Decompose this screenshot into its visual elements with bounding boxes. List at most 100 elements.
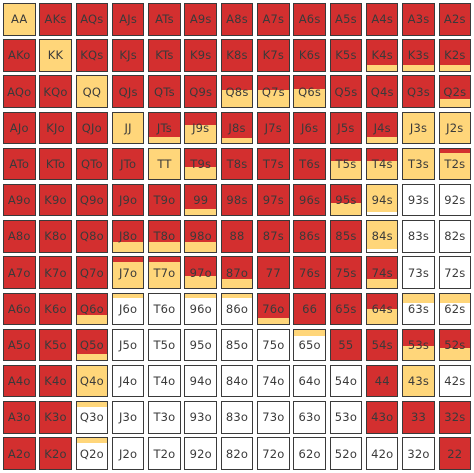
hand-cell-82o[interactable]: 82o (220, 437, 254, 470)
hand-cell-T9s[interactable]: T9s (184, 147, 217, 181)
hand-cell-AQs[interactable]: AQs (75, 3, 109, 36)
hand-cell-65o[interactable]: 65o (293, 328, 326, 362)
hand-cell-96o[interactable]: 96o (184, 292, 217, 325)
hand-cell-A5o[interactable]: A5o (3, 328, 36, 362)
hand-cell-J8s[interactable]: J8s (220, 111, 254, 145)
hand-cell-T2o[interactable]: T2o (148, 437, 181, 470)
hand-cell-J4o[interactable]: J4o (111, 364, 145, 398)
hand-cell-73o[interactable]: 73o (257, 401, 290, 434)
hand-cell-J5o[interactable]: J5o (111, 328, 145, 362)
hand-cell-T2s[interactable]: T2s (438, 147, 472, 181)
hand-cell-64s[interactable]: 64s (365, 292, 399, 325)
hand-cell-A6o[interactable]: A6o (3, 292, 36, 325)
hand-cell-75s[interactable]: 75s (329, 256, 363, 289)
hand-cell-AJo[interactable]: AJo (3, 111, 36, 145)
hand-cell-A5s[interactable]: A5s (329, 3, 363, 36)
hand-cell-83s[interactable]: 83s (402, 220, 435, 253)
hand-cell-84s[interactable]: 84s (365, 220, 399, 253)
hand-cell-T4s[interactable]: T4s (365, 147, 399, 181)
hand-cell-JTo[interactable]: JTo (111, 147, 145, 181)
hand-cell-JJ[interactable]: JJ (111, 111, 145, 145)
hand-cell-53o[interactable]: 53o (329, 401, 363, 434)
hand-cell-T7s[interactable]: T7s (257, 147, 290, 181)
hand-cell-J7s[interactable]: J7s (257, 111, 290, 145)
hand-cell-A3o[interactable]: A3o (3, 401, 36, 434)
hand-cell-J8o[interactable]: J8o (111, 220, 145, 253)
hand-cell-42o[interactable]: 42o (365, 437, 399, 470)
hand-cell-A4o[interactable]: A4o (3, 364, 36, 398)
hand-cell-J7o[interactable]: J7o (111, 256, 145, 289)
hand-cell-KJo[interactable]: KJo (39, 111, 72, 145)
hand-cell-K6o[interactable]: K6o (39, 292, 72, 325)
hand-cell-K3s[interactable]: K3s (402, 39, 435, 72)
hand-cell-ATo[interactable]: ATo (3, 147, 36, 181)
hand-cell-74s[interactable]: 74s (365, 256, 399, 289)
hand-cell-AKo[interactable]: AKo (3, 39, 36, 72)
hand-cell-66[interactable]: 66 (293, 292, 326, 325)
hand-cell-Q8o[interactable]: Q8o (75, 220, 109, 253)
hand-cell-84o[interactable]: 84o (220, 364, 254, 398)
hand-cell-92o[interactable]: 92o (184, 437, 217, 470)
hand-cell-A2s[interactable]: A2s (438, 3, 472, 36)
hand-cell-A7o[interactable]: A7o (3, 256, 36, 289)
hand-cell-K9s[interactable]: K9s (184, 39, 217, 72)
hand-cell-Q6o[interactable]: Q6o (75, 292, 109, 325)
hand-cell-42s[interactable]: 42s (438, 364, 472, 398)
hand-cell-Q3s[interactable]: Q3s (402, 75, 435, 108)
hand-cell-A7s[interactable]: A7s (257, 3, 290, 36)
hand-cell-J3s[interactable]: J3s (402, 111, 435, 145)
hand-cell-K8s[interactable]: K8s (220, 39, 254, 72)
hand-cell-T9o[interactable]: T9o (148, 183, 181, 217)
hand-cell-52s[interactable]: 52s (438, 328, 472, 362)
hand-cell-J9s[interactable]: J9s (184, 111, 217, 145)
hand-cell-99[interactable]: 99 (184, 183, 217, 217)
hand-cell-JTs[interactable]: JTs (148, 111, 181, 145)
hand-cell-QQ[interactable]: QQ (75, 75, 109, 108)
hand-cell-Q2s[interactable]: Q2s (438, 75, 472, 108)
hand-cell-T3s[interactable]: T3s (402, 147, 435, 181)
hand-cell-86o[interactable]: 86o (220, 292, 254, 325)
hand-cell-K8o[interactable]: K8o (39, 220, 72, 253)
hand-cell-Q6s[interactable]: Q6s (293, 75, 326, 108)
hand-cell-72s[interactable]: 72s (438, 256, 472, 289)
hand-cell-T4o[interactable]: T4o (148, 364, 181, 398)
hand-cell-Q8s[interactable]: Q8s (220, 75, 254, 108)
hand-cell-K4o[interactable]: K4o (39, 364, 72, 398)
hand-cell-A6s[interactable]: A6s (293, 3, 326, 36)
hand-cell-85s[interactable]: 85s (329, 220, 363, 253)
hand-cell-J4s[interactable]: J4s (365, 111, 399, 145)
hand-cell-87s[interactable]: 87s (257, 220, 290, 253)
hand-cell-AJs[interactable]: AJs (111, 3, 145, 36)
hand-cell-Q7s[interactable]: Q7s (257, 75, 290, 108)
hand-cell-86s[interactable]: 86s (293, 220, 326, 253)
hand-cell-K9o[interactable]: K9o (39, 183, 72, 217)
hand-cell-Q4o[interactable]: Q4o (75, 364, 109, 398)
hand-cell-74o[interactable]: 74o (257, 364, 290, 398)
hand-cell-Q9o[interactable]: Q9o (75, 183, 109, 217)
hand-cell-K5o[interactable]: K5o (39, 328, 72, 362)
hand-cell-K7o[interactable]: K7o (39, 256, 72, 289)
hand-cell-A9o[interactable]: A9o (3, 183, 36, 217)
hand-cell-Q3o[interactable]: Q3o (75, 401, 109, 434)
hand-cell-T5o[interactable]: T5o (148, 328, 181, 362)
hand-cell-K6s[interactable]: K6s (293, 39, 326, 72)
hand-cell-76o[interactable]: 76o (257, 292, 290, 325)
hand-cell-87o[interactable]: 87o (220, 256, 254, 289)
hand-cell-97s[interactable]: 97s (257, 183, 290, 217)
hand-cell-AKs[interactable]: AKs (39, 3, 72, 36)
hand-cell-QTs[interactable]: QTs (148, 75, 181, 108)
hand-cell-T6o[interactable]: T6o (148, 292, 181, 325)
hand-cell-KTo[interactable]: KTo (39, 147, 72, 181)
hand-cell-AQo[interactable]: AQo (3, 75, 36, 108)
hand-cell-KJs[interactable]: KJs (111, 39, 145, 72)
hand-cell-ATs[interactable]: ATs (148, 3, 181, 36)
hand-cell-J2o[interactable]: J2o (111, 437, 145, 470)
hand-cell-32s[interactable]: 32s (438, 401, 472, 434)
hand-cell-A9s[interactable]: A9s (184, 3, 217, 36)
hand-cell-J3o[interactable]: J3o (111, 401, 145, 434)
hand-cell-A3s[interactable]: A3s (402, 3, 435, 36)
hand-cell-KTs[interactable]: KTs (148, 39, 181, 72)
hand-cell-T5s[interactable]: T5s (329, 147, 363, 181)
hand-cell-TT[interactable]: TT (148, 147, 181, 181)
hand-cell-K2o[interactable]: K2o (39, 437, 72, 470)
